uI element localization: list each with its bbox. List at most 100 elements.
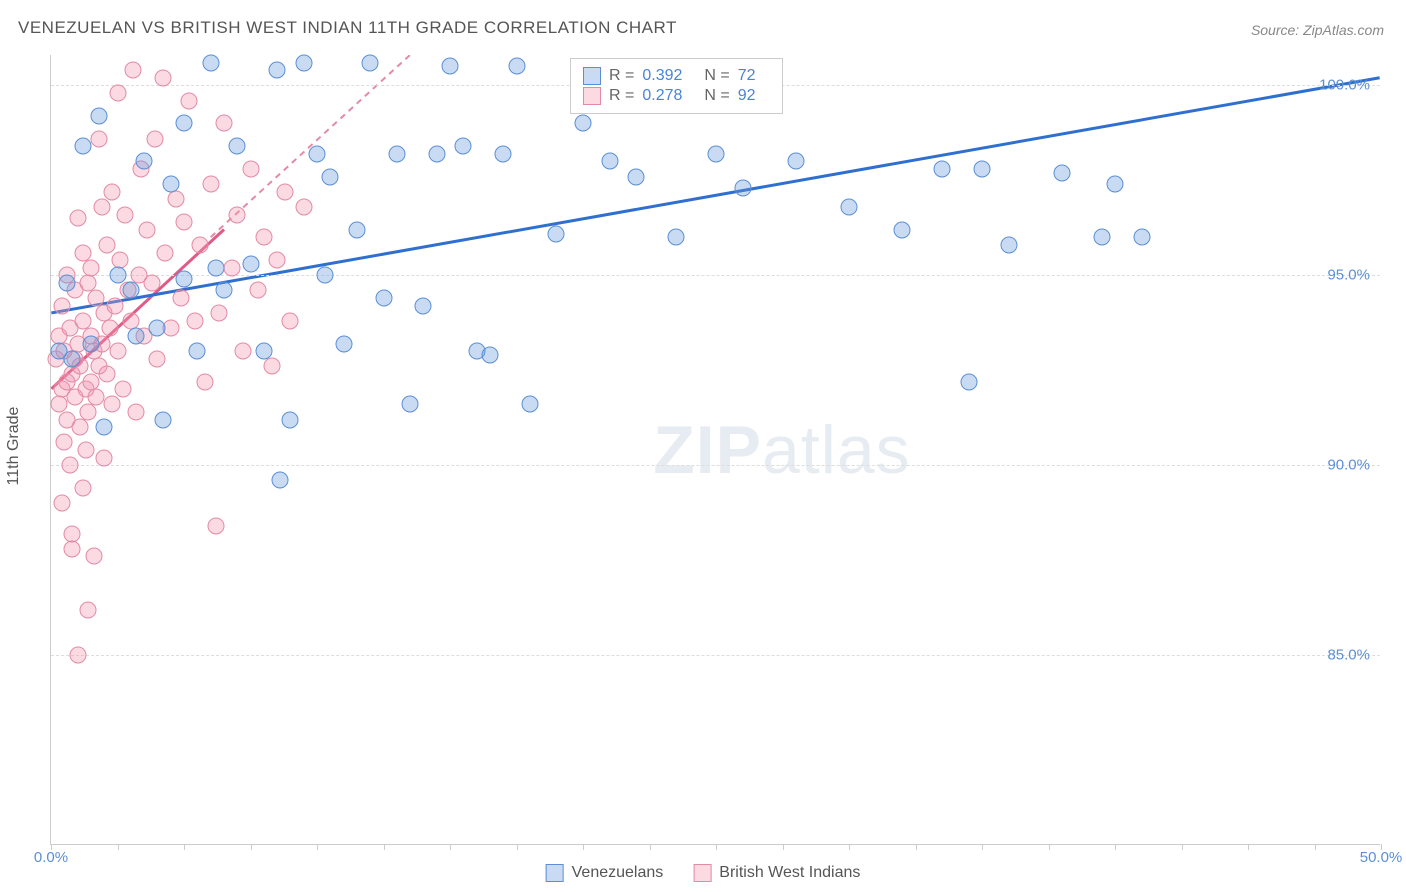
data-point-venezuelan bbox=[162, 176, 179, 193]
x-tick-mark bbox=[118, 844, 119, 850]
x-tick-mark bbox=[849, 844, 850, 850]
data-point-venezuelan bbox=[442, 58, 459, 75]
gridline bbox=[51, 465, 1380, 466]
x-tick-mark bbox=[783, 844, 784, 850]
y-tick-label: 100.0% bbox=[1319, 77, 1370, 94]
x-tick-mark bbox=[384, 844, 385, 850]
data-point-venezuelan bbox=[428, 145, 445, 162]
data-point-venezuelan bbox=[176, 115, 193, 132]
y-tick-label: 95.0% bbox=[1327, 267, 1370, 284]
data-point-venezuelan bbox=[548, 225, 565, 242]
data-point-venezuelan bbox=[109, 267, 126, 284]
x-tick-mark bbox=[1315, 844, 1316, 850]
data-point-bwi bbox=[114, 381, 131, 398]
data-point-venezuelan bbox=[242, 255, 259, 272]
data-point-bwi bbox=[98, 366, 115, 383]
x-tick-mark bbox=[317, 844, 318, 850]
data-point-bwi bbox=[64, 525, 81, 542]
data-point-venezuelan bbox=[316, 267, 333, 284]
watermark: ZIPatlas bbox=[653, 411, 910, 489]
data-point-bwi bbox=[168, 191, 185, 208]
data-point-venezuelan bbox=[521, 396, 538, 413]
x-tick-mark bbox=[1049, 844, 1050, 850]
legend-row-venezuelans: R = 0.392 N = 72 bbox=[583, 67, 770, 85]
data-point-bwi bbox=[144, 274, 161, 291]
data-point-venezuelan bbox=[375, 290, 392, 307]
label-bwi: British West Indians bbox=[719, 864, 860, 882]
data-point-bwi bbox=[93, 198, 110, 215]
data-point-venezuelan bbox=[202, 54, 219, 71]
data-point-bwi bbox=[202, 176, 219, 193]
x-tick-mark bbox=[517, 844, 518, 850]
data-point-bwi bbox=[157, 244, 174, 261]
data-point-bwi bbox=[98, 236, 115, 253]
data-point-venezuelan bbox=[708, 145, 725, 162]
data-point-bwi bbox=[90, 130, 107, 147]
swatch-bwi-2 bbox=[693, 864, 711, 882]
data-point-venezuelan bbox=[74, 138, 91, 155]
data-point-bwi bbox=[101, 320, 118, 337]
x-tick-mark bbox=[450, 844, 451, 850]
data-point-venezuelan bbox=[455, 138, 472, 155]
data-point-venezuelan bbox=[176, 271, 193, 288]
data-point-venezuelan bbox=[734, 179, 751, 196]
data-point-bwi bbox=[149, 350, 166, 367]
data-point-bwi bbox=[207, 517, 224, 534]
data-point-bwi bbox=[154, 69, 171, 86]
data-point-bwi bbox=[109, 84, 126, 101]
data-point-venezuelan bbox=[348, 221, 365, 238]
correlation-legend: R = 0.392 N = 72 R = 0.278 N = 92 bbox=[570, 58, 783, 114]
data-point-venezuelan bbox=[255, 343, 272, 360]
swatch-venezuelans bbox=[583, 67, 601, 85]
data-point-venezuelan bbox=[1093, 229, 1110, 246]
data-point-venezuelan bbox=[628, 168, 645, 185]
data-point-bwi bbox=[210, 305, 227, 322]
data-point-venezuelan bbox=[215, 282, 232, 299]
data-point-bwi bbox=[215, 115, 232, 132]
data-point-bwi bbox=[69, 210, 86, 227]
data-point-venezuelan bbox=[136, 153, 153, 170]
data-point-venezuelan bbox=[271, 472, 288, 489]
data-point-bwi bbox=[295, 198, 312, 215]
data-point-bwi bbox=[191, 236, 208, 253]
y-tick-label: 90.0% bbox=[1327, 457, 1370, 474]
data-point-bwi bbox=[53, 495, 70, 512]
data-point-venezuelan bbox=[335, 335, 352, 352]
x-tick-label: 50.0% bbox=[1360, 849, 1403, 866]
data-point-venezuelan bbox=[96, 419, 113, 436]
data-point-venezuelan bbox=[90, 107, 107, 124]
x-tick-label: 0.0% bbox=[34, 849, 68, 866]
r-value-bwi: 0.278 bbox=[642, 87, 682, 105]
data-point-bwi bbox=[128, 404, 145, 421]
data-point-venezuelan bbox=[1053, 164, 1070, 181]
x-tick-mark bbox=[982, 844, 983, 850]
data-point-bwi bbox=[106, 297, 123, 314]
data-point-bwi bbox=[64, 540, 81, 557]
gridline bbox=[51, 655, 1380, 656]
r-value-venezuelans: 0.392 bbox=[642, 67, 682, 85]
data-point-venezuelan bbox=[149, 320, 166, 337]
n-label: N = bbox=[704, 67, 729, 85]
data-point-bwi bbox=[112, 252, 129, 269]
data-point-bwi bbox=[242, 160, 259, 177]
data-point-venezuelan bbox=[481, 347, 498, 364]
x-tick-mark bbox=[1182, 844, 1183, 850]
data-point-bwi bbox=[229, 206, 246, 223]
legend-item-venezuelans: Venezuelans bbox=[546, 864, 664, 882]
data-point-venezuelan bbox=[601, 153, 618, 170]
data-point-bwi bbox=[146, 130, 163, 147]
data-point-bwi bbox=[72, 419, 89, 436]
data-point-venezuelan bbox=[229, 138, 246, 155]
data-point-bwi bbox=[138, 221, 155, 238]
x-tick-mark bbox=[184, 844, 185, 850]
data-point-venezuelan bbox=[269, 62, 286, 79]
data-point-bwi bbox=[74, 479, 91, 496]
data-point-bwi bbox=[223, 259, 240, 276]
y-tick-label: 85.0% bbox=[1327, 647, 1370, 664]
data-point-bwi bbox=[263, 358, 280, 375]
data-point-bwi bbox=[109, 343, 126, 360]
chart-title: VENEZUELAN VS BRITISH WEST INDIAN 11TH G… bbox=[18, 18, 677, 38]
label-venezuelans: Venezuelans bbox=[572, 864, 664, 882]
legend-item-bwi: British West Indians bbox=[693, 864, 860, 882]
x-tick-mark bbox=[1115, 844, 1116, 850]
